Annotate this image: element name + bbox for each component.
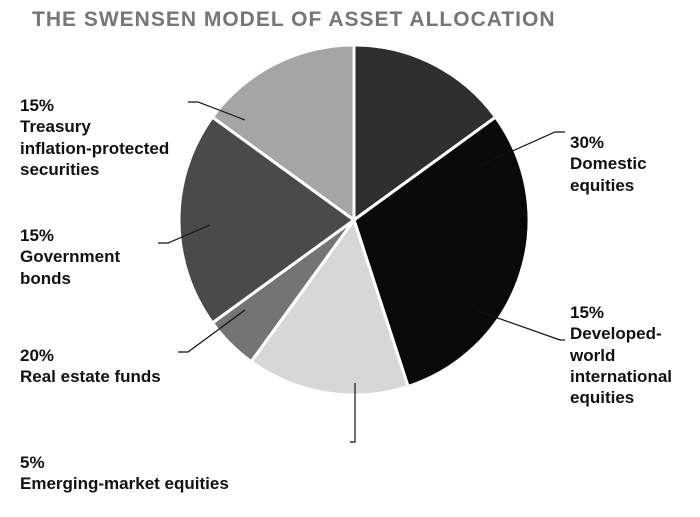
label-govbonds-text: bonds [20, 268, 160, 289]
label-developed-pct: 15% [570, 302, 695, 323]
label-tips-pct: 15% [20, 95, 190, 116]
label-govbonds: 15%Governmentbonds [20, 225, 160, 289]
label-tips-text: Treasury [20, 116, 190, 137]
label-developed-text: international [570, 366, 695, 387]
label-developed-text: world [570, 345, 695, 366]
label-tips: 15%Treasuryinflation-protectedsecurities [20, 95, 190, 180]
label-tips-text: securities [20, 159, 190, 180]
label-domestic-text: Domestic [570, 153, 690, 174]
label-realestate-text: Real estate funds [20, 366, 180, 387]
label-emerging-text: Emerging-market equities [20, 473, 280, 494]
label-domestic: 30%Domesticequities [570, 132, 690, 196]
label-domestic-text: equities [570, 175, 690, 196]
label-realestate: 20%Real estate funds [20, 345, 180, 388]
label-govbonds-pct: 15% [20, 225, 160, 246]
label-govbonds-text: Government [20, 246, 160, 267]
label-developed: 15%Developed-worldinternationalequities [570, 302, 695, 408]
label-developed-text: Developed- [570, 323, 695, 344]
label-developed-text: equities [570, 387, 695, 408]
label-tips-text: inflation-protected [20, 138, 190, 159]
label-emerging-pct: 5% [20, 452, 280, 473]
page-title: THE SWENSEN MODEL OF ASSET ALLOCATION [32, 8, 556, 32]
label-emerging: 5%Emerging-market equities [20, 452, 280, 495]
pie-chart [179, 45, 529, 395]
label-domestic-pct: 30% [570, 132, 690, 153]
label-realestate-pct: 20% [20, 345, 180, 366]
